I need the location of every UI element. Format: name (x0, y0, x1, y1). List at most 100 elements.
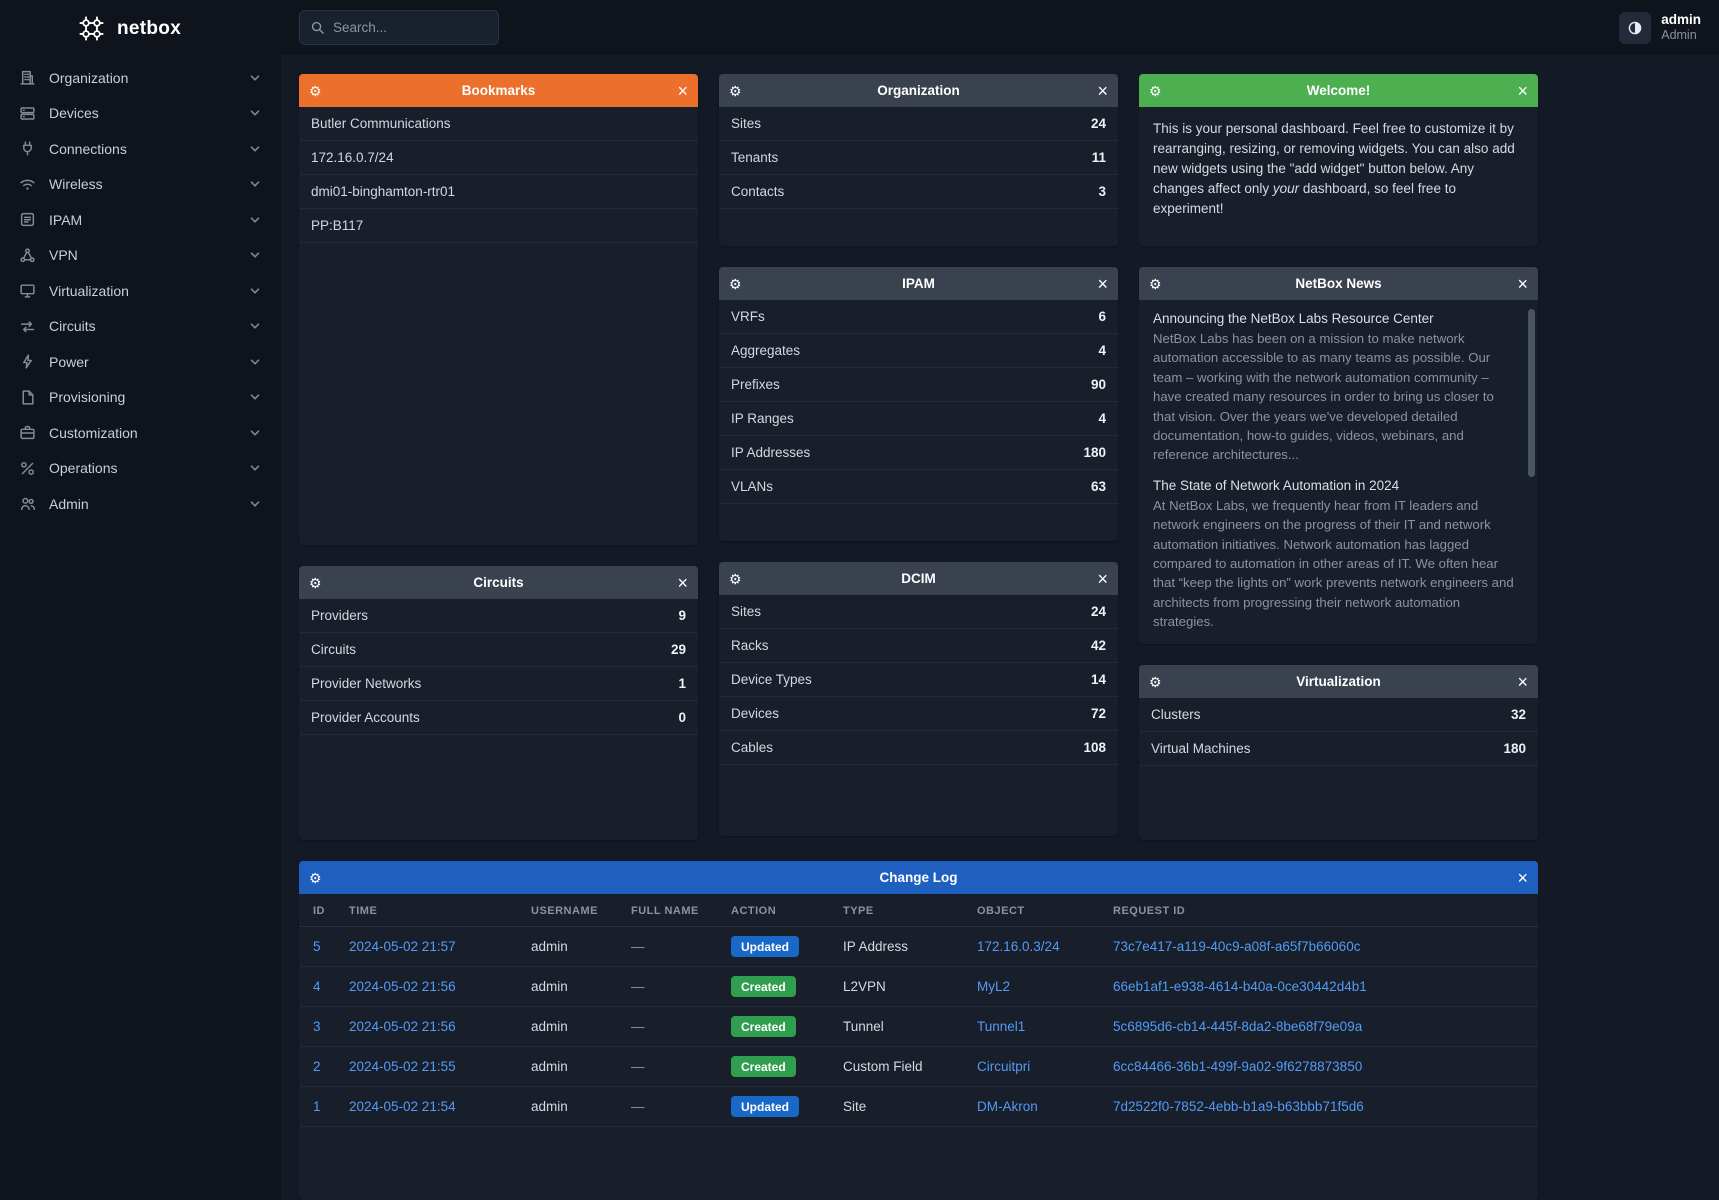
stat-row[interactable]: Sites 24 (719, 595, 1118, 629)
stat-label[interactable]: Cables (731, 740, 774, 755)
stat-label[interactable]: Sites (731, 116, 762, 131)
changelog-object-link[interactable]: 172.16.0.3/24 (977, 939, 1060, 954)
sidebar-item-vpn[interactable]: VPN (0, 238, 281, 274)
stat-row[interactable]: Circuits 29 (299, 633, 698, 667)
widget-news-header[interactable]: ⚙ NetBox News × (1139, 267, 1538, 300)
gear-icon[interactable]: ⚙ (1149, 673, 1162, 690)
changelog-time-link[interactable]: 2024-05-02 21:56 (349, 1019, 456, 1034)
stat-label[interactable]: Prefixes (731, 377, 780, 392)
changelog-id-link[interactable]: 3 (313, 1019, 321, 1034)
stat-row[interactable]: VLANs 63 (719, 470, 1118, 504)
user-menu[interactable]: admin Admin (1619, 11, 1701, 44)
changelog-time-link[interactable]: 2024-05-02 21:54 (349, 1099, 456, 1114)
stat-label[interactable]: Clusters (1151, 707, 1201, 722)
stat-row[interactable]: IP Addresses 180 (719, 436, 1118, 470)
news-article-title[interactable]: Announcing the NetBox Labs Resource Cent… (1153, 311, 1434, 326)
widget-dcim-header[interactable]: ⚙ DCIM × (719, 562, 1118, 595)
stat-label[interactable]: Racks (731, 638, 769, 653)
changelog-id-link[interactable]: 5 (313, 939, 321, 954)
stat-row[interactable]: Device Types 14 (719, 663, 1118, 697)
stat-label[interactable]: Devices (731, 706, 780, 721)
search-box[interactable] (299, 10, 499, 45)
sidebar-item-ipam[interactable]: IPAM (0, 202, 281, 238)
stat-row[interactable]: Tenants 11 (719, 141, 1118, 175)
changelog-object-link[interactable]: MyL2 (977, 979, 1011, 994)
gear-icon[interactable]: ⚙ (729, 275, 742, 292)
widget-circuits-header[interactable]: ⚙ Circuits × (299, 566, 698, 599)
stat-label[interactable]: Provider Accounts (311, 710, 420, 725)
stat-label[interactable]: Provider Networks (311, 676, 422, 691)
gear-icon[interactable]: ⚙ (1149, 82, 1162, 99)
changelog-object-link[interactable]: DM-Akron (977, 1099, 1038, 1114)
stat-label[interactable]: Sites (731, 604, 762, 619)
search-input[interactable] (333, 20, 488, 35)
gear-icon[interactable]: ⚙ (309, 574, 322, 591)
stat-row[interactable]: Provider Networks 1 (299, 667, 698, 701)
stat-label[interactable]: Virtual Machines (1151, 741, 1251, 756)
stat-label[interactable]: IP Ranges (731, 411, 794, 426)
gear-icon[interactable]: ⚙ (309, 82, 322, 99)
stat-label[interactable]: VLANs (731, 479, 774, 494)
stat-row[interactable]: VRFs 6 (719, 300, 1118, 334)
changelog-id-link[interactable]: 4 (313, 979, 321, 994)
news-article-title[interactable]: The State of Network Automation in 2024 (1153, 477, 1400, 493)
gear-icon[interactable]: ⚙ (729, 570, 742, 587)
stat-row[interactable]: Aggregates 4 (719, 334, 1118, 368)
stat-label[interactable]: VRFs (731, 309, 765, 324)
sidebar-item-virtualization[interactable]: Virtualization (0, 273, 281, 309)
bookmark-item[interactable]: 172.16.0.7/24 (299, 141, 698, 175)
widget-ipam-header[interactable]: ⚙ IPAM × (719, 267, 1118, 300)
gear-icon[interactable]: ⚙ (1149, 275, 1162, 292)
bookmark-item[interactable]: Butler Communications (299, 107, 698, 141)
bookmark-link[interactable]: PP:B117 (311, 218, 364, 233)
stat-row[interactable]: Clusters 32 (1139, 698, 1538, 732)
sidebar-item-customization[interactable]: Customization (0, 415, 281, 451)
sidebar-item-connections[interactable]: Connections (0, 131, 281, 167)
stat-label[interactable]: Aggregates (731, 343, 801, 358)
stat-row[interactable]: Providers 9 (299, 599, 698, 633)
bookmark-item[interactable]: dmi01-binghamton-rtr01 (299, 175, 698, 209)
sidebar-item-organization[interactable]: Organization (0, 60, 281, 96)
stat-row[interactable]: Sites 24 (719, 107, 1118, 141)
sidebar-item-provisioning[interactable]: Provisioning (0, 380, 281, 416)
changelog-time-link[interactable]: 2024-05-02 21:55 (349, 1059, 456, 1074)
sidebar-item-operations[interactable]: Operations (0, 451, 281, 487)
changelog-id-link[interactable]: 1 (313, 1099, 321, 1114)
bookmark-link[interactable]: Butler Communications (311, 116, 451, 131)
close-icon[interactable]: × (677, 80, 688, 101)
stat-row[interactable]: Provider Accounts 0 (299, 701, 698, 735)
sidebar-item-devices[interactable]: Devices (0, 96, 281, 132)
changelog-object-link[interactable]: Tunnel1 (977, 1019, 1026, 1034)
sidebar-item-wireless[interactable]: Wireless (0, 167, 281, 203)
stat-row[interactable]: Virtual Machines 180 (1139, 732, 1538, 766)
gear-icon[interactable]: ⚙ (729, 82, 742, 99)
widget-virtualization-header[interactable]: ⚙ Virtualization × (1139, 665, 1538, 698)
changelog-request-id-link[interactable]: 6cc84466-36b1-499f-9a02-9f6278873850 (1113, 1059, 1363, 1074)
close-icon[interactable]: × (1097, 273, 1108, 294)
close-icon[interactable]: × (677, 572, 688, 593)
stat-label[interactable]: Circuits (311, 642, 357, 657)
stat-row[interactable]: IP Ranges 4 (719, 402, 1118, 436)
stat-label[interactable]: Contacts (731, 184, 785, 199)
close-icon[interactable]: × (1517, 273, 1528, 294)
changelog-object-link[interactable]: Circuitpri (977, 1059, 1031, 1074)
stat-row[interactable]: Devices 72 (719, 697, 1118, 731)
sidebar-item-circuits[interactable]: Circuits (0, 309, 281, 345)
changelog-request-id-link[interactable]: 5c6895d6-cb14-445f-8da2-8be68f79e09a (1113, 1019, 1363, 1034)
bookmark-item[interactable]: PP:B117 (299, 209, 698, 243)
sidebar-item-power[interactable]: Power (0, 344, 281, 380)
sidebar-item-admin[interactable]: Admin (0, 486, 281, 522)
changelog-request-id-link[interactable]: 66eb1af1-e938-4614-b40a-0ce30442d4b1 (1113, 979, 1367, 994)
gear-icon[interactable]: ⚙ (309, 869, 322, 886)
stat-row[interactable]: Contacts 3 (719, 175, 1118, 209)
widget-organization-header[interactable]: ⚙ Organization × (719, 74, 1118, 107)
close-icon[interactable]: × (1097, 568, 1108, 589)
stat-label[interactable]: Device Types (731, 672, 812, 687)
close-icon[interactable]: × (1517, 80, 1528, 101)
stat-label[interactable]: Tenants (731, 150, 779, 165)
close-icon[interactable]: × (1517, 867, 1528, 888)
changelog-request-id-link[interactable]: 73c7e417-a119-40c9-a08f-a65f7b66060c (1113, 939, 1361, 954)
widget-change-log-header[interactable]: ⚙ Change Log × (299, 861, 1538, 894)
theme-toggle-button[interactable] (1619, 11, 1652, 44)
close-icon[interactable]: × (1097, 80, 1108, 101)
